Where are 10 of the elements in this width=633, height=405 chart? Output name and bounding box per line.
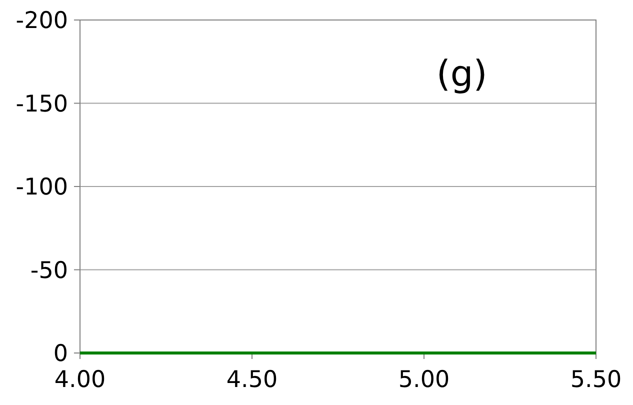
x-tick-label: 4.00: [54, 367, 106, 393]
y-tick-label: -50: [30, 258, 68, 284]
y-tick-label: -200: [16, 8, 68, 34]
y-tick-label: 0: [53, 341, 68, 367]
y-tick-label: -150: [16, 91, 68, 118]
x-tick-label: 4.50: [226, 367, 278, 393]
x-tick-label: 5.50: [570, 367, 622, 393]
x-tick-label: 5.00: [398, 367, 450, 393]
annotation: (g): [436, 54, 488, 95]
y-tick-label: -100: [16, 174, 68, 200]
